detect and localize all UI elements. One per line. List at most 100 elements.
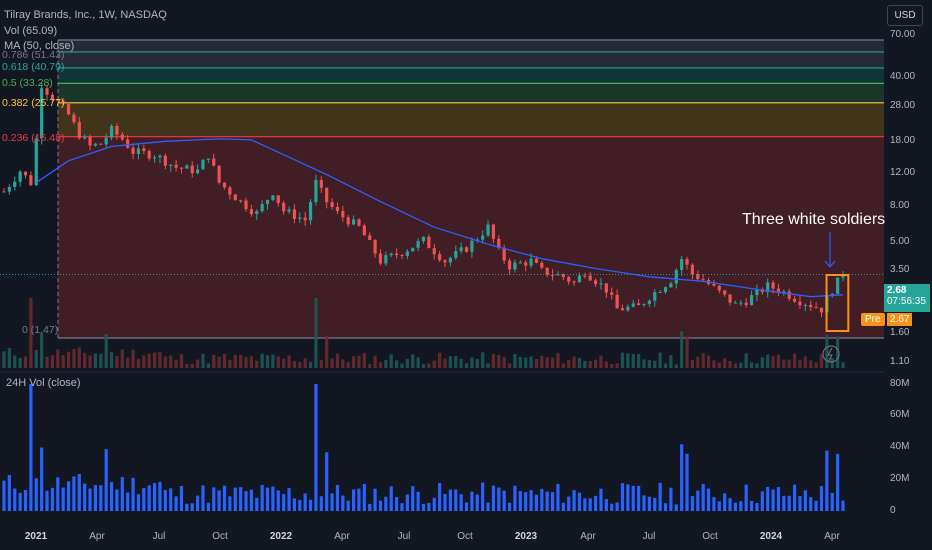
candle-body bbox=[459, 247, 463, 252]
time-axis-label: 2023 bbox=[514, 531, 538, 542]
volume-bar bbox=[594, 495, 598, 511]
volume-overlay-bar bbox=[77, 347, 81, 368]
volume-overlay-bar bbox=[529, 356, 533, 368]
candle-body bbox=[792, 298, 797, 302]
volume-overlay-bar bbox=[421, 364, 426, 368]
candle-body bbox=[346, 217, 350, 225]
volume-overlay-bar bbox=[749, 362, 754, 368]
time-axis-label: Oct bbox=[702, 531, 718, 542]
candle-body bbox=[169, 164, 173, 166]
volume-overlay-bar bbox=[147, 353, 151, 368]
volume-bar bbox=[185, 503, 189, 511]
volume-overlay-bar bbox=[518, 357, 522, 368]
volume-pane-title[interactable]: 24H Vol (close) bbox=[6, 377, 81, 389]
volume-overlay-bar bbox=[395, 360, 399, 368]
volume-overlay-bar bbox=[588, 360, 592, 368]
volume-overlay-bar bbox=[599, 355, 603, 368]
volume-overlay-bar bbox=[814, 362, 818, 368]
ma-indicator-label[interactable]: MA (50, close) bbox=[4, 40, 75, 52]
volume-overlay-bar bbox=[158, 351, 162, 368]
volume-overlay-bar bbox=[190, 363, 194, 368]
volume-bar bbox=[550, 492, 555, 511]
candle-body bbox=[29, 175, 33, 186]
volume-bar bbox=[728, 498, 732, 511]
volume-tick: 40M bbox=[890, 441, 910, 452]
volume-overlay-bar bbox=[706, 355, 711, 368]
volume-overlay-bar bbox=[497, 355, 501, 368]
candle-body bbox=[427, 236, 431, 249]
volume-overlay-bar bbox=[13, 355, 17, 368]
volume-overlay-bar bbox=[308, 361, 313, 368]
volume-overlay-bar bbox=[491, 354, 496, 368]
candle-body bbox=[99, 143, 103, 145]
volume-bar bbox=[658, 482, 662, 511]
candle-body bbox=[18, 171, 22, 182]
candle-body bbox=[276, 195, 280, 203]
candle-body bbox=[647, 300, 651, 305]
fibonacci-bands bbox=[57, 39, 884, 340]
candle-body bbox=[701, 279, 705, 281]
volume-overlay-bar bbox=[448, 356, 452, 368]
volume-bar bbox=[7, 475, 11, 511]
volume-overlay-bar bbox=[443, 358, 447, 368]
volume-overlay-bar bbox=[723, 358, 727, 368]
fib-label-618: 0.618 (40.79) bbox=[2, 61, 65, 73]
volume-overlay-bar bbox=[755, 363, 759, 368]
candle-body bbox=[583, 275, 587, 277]
volume-overlay-bar bbox=[631, 354, 635, 368]
currency-button[interactable]: USD bbox=[887, 5, 923, 26]
candle-body bbox=[545, 267, 549, 275]
volume-overlay-bar bbox=[841, 362, 845, 368]
vol-indicator-label[interactable]: Vol (65.09) bbox=[4, 25, 58, 37]
volume-bar bbox=[637, 485, 641, 511]
volume-overlay-bar bbox=[610, 363, 614, 368]
volume-bar bbox=[260, 484, 264, 511]
volume-bar bbox=[50, 487, 55, 511]
volume-overlay-bar bbox=[642, 359, 646, 368]
volume-bar bbox=[196, 495, 200, 511]
volume-overlay-bar bbox=[825, 334, 829, 368]
volume-overlay-bar bbox=[481, 352, 485, 368]
candle-body bbox=[395, 253, 399, 256]
volume-bar bbox=[395, 497, 399, 511]
volume-overlay-bar bbox=[109, 352, 114, 368]
pattern-annotation: Three white soldiers bbox=[742, 211, 886, 228]
volume-bar bbox=[819, 486, 824, 511]
volume-overlay-bar bbox=[276, 356, 280, 368]
volume-overlay-bar bbox=[637, 354, 641, 368]
volume-overlay-bar bbox=[438, 352, 442, 368]
candle-body bbox=[45, 88, 49, 95]
volume-overlay-bar bbox=[577, 357, 582, 368]
time-axis-label: Jul bbox=[642, 531, 656, 542]
candle-body bbox=[244, 200, 248, 210]
candle-body bbox=[642, 304, 646, 306]
volume-overlay-bar bbox=[50, 355, 55, 368]
volume-bar bbox=[282, 494, 286, 511]
candle-body bbox=[567, 277, 571, 282]
volume-bar bbox=[803, 490, 807, 511]
candle-body bbox=[400, 255, 404, 257]
fib-label-0: 0 (1.47) bbox=[22, 324, 59, 336]
volume-bar bbox=[271, 486, 275, 511]
candle-body bbox=[13, 181, 17, 188]
volume-overlay-bar bbox=[739, 362, 743, 368]
volume-overlay-bar bbox=[567, 360, 571, 368]
candle-body bbox=[615, 294, 619, 309]
volume-bar bbox=[13, 488, 17, 511]
price-tick: 8.00 bbox=[890, 200, 910, 211]
candle-body bbox=[658, 292, 662, 294]
candle-body bbox=[690, 264, 695, 275]
volume-bar bbox=[481, 482, 485, 511]
time-axis-label: 2022 bbox=[269, 531, 293, 542]
volume-overlay-bar bbox=[206, 363, 210, 368]
candle-body bbox=[142, 148, 146, 152]
volume-bar bbox=[384, 496, 388, 511]
candle-body bbox=[594, 280, 598, 285]
volume-bar bbox=[518, 491, 522, 511]
volume-overlay-bar bbox=[513, 354, 517, 368]
volume-bar bbox=[292, 498, 297, 511]
volume-bar bbox=[529, 490, 533, 511]
candle-body bbox=[373, 240, 377, 254]
candle-body bbox=[61, 100, 65, 105]
